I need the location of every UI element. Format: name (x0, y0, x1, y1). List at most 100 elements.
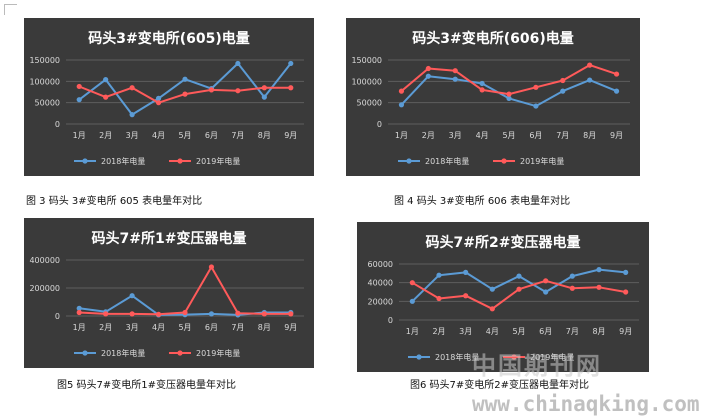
data-point-1 (489, 306, 495, 312)
x-tick-label: 7月 (566, 327, 579, 336)
y-tick-label: 0 (55, 312, 60, 321)
data-point-1 (208, 264, 215, 270)
legend-label: 2019年电量 (196, 156, 240, 166)
chart-svg: 码头7#所1#变压器电量 0 200000 400000 1月 2月 3月 4月 5月 6月 7月 8… (29, 230, 304, 358)
x-tick-label: 5月 (178, 323, 191, 332)
data-point-0 (623, 269, 629, 275)
data-point-1 (479, 87, 485, 93)
y-tick-label: 150000 (29, 56, 60, 65)
data-point-0 (155, 95, 162, 101)
x-tick-label: 7月 (231, 323, 244, 332)
legend-label: 2019年电量 (530, 352, 574, 362)
data-point-1 (288, 311, 294, 317)
data-point-1 (596, 284, 602, 290)
y-tick-label: 0 (377, 120, 382, 129)
x-tick-label: 9月 (619, 327, 632, 336)
x-tick-label: 7月 (556, 131, 569, 140)
y-tick-label: 100000 (29, 77, 60, 86)
data-point-1 (235, 310, 241, 316)
chart-panel-7-2: 码头7#所2#变压器电量 0 20000 40000 60000 1月 2月 3月 4月 5月 6月… (357, 222, 649, 372)
x-tick-label: 7月 (231, 131, 244, 140)
data-point-0 (569, 273, 575, 279)
caption-figure-6: 图6 码头7#变电所2#变压器电量年对比 (410, 380, 590, 391)
legend-label: 2018年电量 (425, 156, 469, 166)
data-point-0 (533, 103, 539, 109)
data-point-1 (543, 278, 549, 284)
chart-title: 码头3#变电所(606)电量 (412, 30, 574, 47)
chart-panel-605: 码头3#变电所(605)电量 0 50000 100000 150000 1月 2月 3月 4月… (24, 18, 314, 176)
x-tick-label: 1月 (73, 131, 86, 140)
y-tick-label: 40000 (368, 279, 393, 288)
x-tick-label: 3月 (449, 131, 462, 140)
x-tick-label: 6月 (205, 323, 218, 332)
watermark-chinese: 中国期刊网 (472, 351, 602, 380)
x-tick-label: 5月 (502, 131, 515, 140)
chart-title: 码头7#所1#变压器电量 (92, 230, 247, 247)
x-tick-label: 8月 (258, 131, 271, 140)
data-point-0 (261, 94, 267, 100)
data-point-1 (129, 85, 135, 91)
x-tick-label: 2月 (422, 131, 435, 140)
data-point-1 (436, 295, 442, 302)
data-point-1 (261, 85, 267, 91)
x-tick-label: 3月 (459, 327, 472, 336)
legend-label: 2018年电量 (101, 348, 145, 358)
data-point-0 (103, 77, 109, 83)
data-point-0 (409, 298, 415, 304)
chart-svg: 码头7#所2#变压器电量 0 20000 40000 60000 1月 2月 3月 4月 5月 6月… (368, 234, 639, 362)
y-tick-label: 0 (388, 316, 393, 325)
x-tick-label: 5月 (178, 131, 191, 140)
data-point-1 (103, 94, 109, 100)
legend-swatch-marker (501, 158, 507, 164)
data-point-1 (452, 68, 458, 74)
data-point-0 (76, 97, 82, 103)
y-tick-label: 50000 (35, 99, 60, 108)
y-tick-label: 20000 (368, 297, 393, 306)
series-line-1 (400, 64, 617, 96)
data-point-1 (613, 71, 620, 77)
chart-title: 码头7#所2#变压器电量 (426, 234, 581, 251)
data-point-0 (452, 76, 458, 82)
y-tick-label: 100000 (351, 77, 382, 86)
data-point-0 (489, 286, 495, 292)
x-tick-label: 6月 (539, 327, 552, 336)
data-point-1 (155, 311, 162, 317)
x-tick-label: 8月 (258, 323, 271, 332)
data-point-1 (569, 285, 575, 291)
data-point-1 (155, 100, 162, 106)
data-point-0 (208, 311, 215, 317)
data-point-0 (543, 289, 549, 295)
legend-label: 2019年电量 (196, 348, 240, 358)
x-tick-label: 2月 (99, 131, 112, 140)
x-tick-label: 4月 (486, 327, 499, 336)
data-point-0 (560, 88, 566, 94)
chart-svg: 码头3#变电所(605)电量 0 50000 100000 150000 1月 2月 3月 4月… (29, 30, 304, 166)
data-point-0 (516, 273, 522, 279)
data-point-0 (288, 60, 294, 67)
legend-swatch-marker (82, 158, 88, 164)
data-point-0 (129, 293, 135, 299)
x-tick-label: 3月 (126, 131, 139, 140)
legend-label: 2018年电量 (435, 352, 479, 362)
x-tick-label: 2月 (99, 323, 112, 332)
data-point-1 (560, 77, 566, 84)
x-tick-label: 1月 (395, 131, 408, 140)
y-tick-label: 0 (55, 120, 60, 129)
x-tick-label: 9月 (284, 323, 297, 332)
series-line-0 (400, 75, 617, 108)
data-point-1 (516, 286, 522, 292)
y-tick-label: 200000 (29, 284, 60, 293)
x-tick-label: 1月 (406, 327, 419, 336)
legend-swatch-marker (406, 158, 412, 164)
data-point-0 (76, 305, 82, 311)
data-point-1 (587, 62, 593, 68)
x-tick-label: 9月 (610, 131, 623, 140)
data-point-0 (463, 269, 469, 275)
data-point-1 (129, 311, 135, 317)
x-tick-label: 6月 (205, 131, 218, 140)
legend-swatch-marker (511, 354, 517, 360)
y-tick-label: 60000 (368, 260, 393, 269)
x-tick-label: 1月 (73, 323, 86, 332)
legend-label: 2018年电量 (101, 156, 145, 166)
x-tick-label: 4月 (152, 323, 165, 332)
